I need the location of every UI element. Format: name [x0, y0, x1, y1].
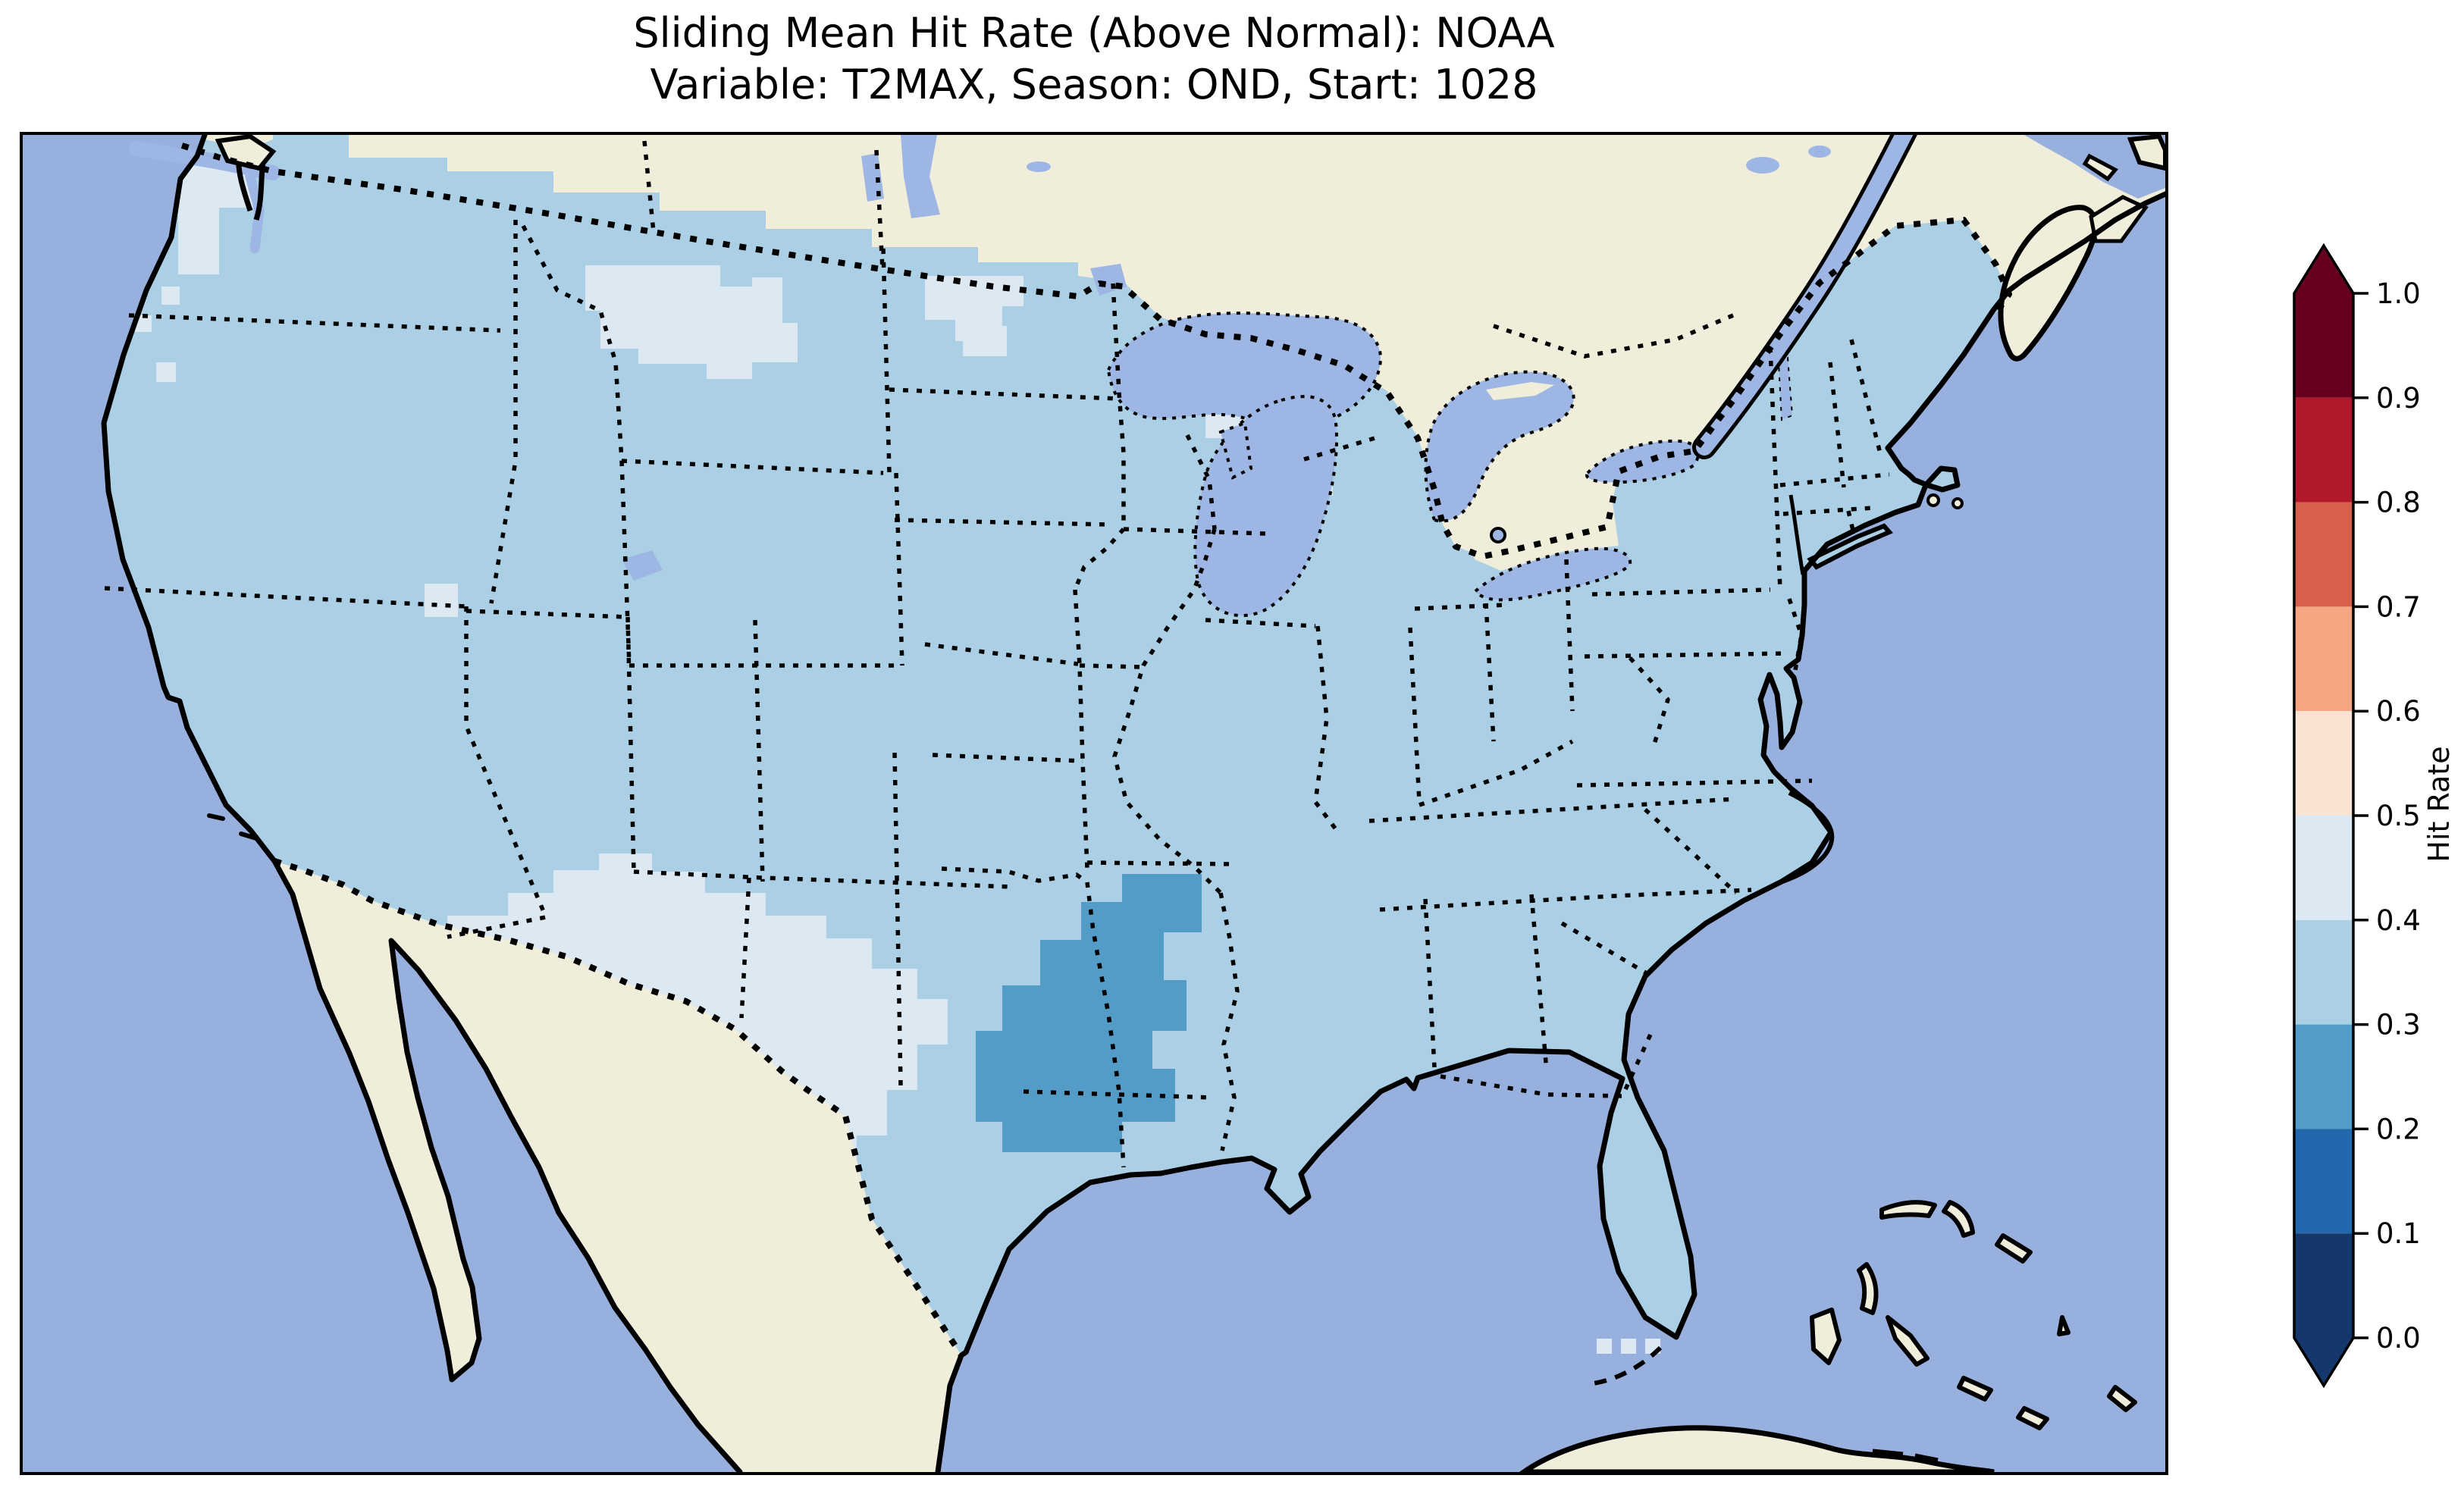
lake-winnipeg — [901, 135, 940, 218]
lake-huron — [1424, 370, 1575, 523]
light-patch-north-dakota — [925, 276, 1024, 356]
colorbar-tick-marks — [2353, 292, 2368, 1339]
great-salt-lake — [622, 550, 663, 581]
colorbar-under-arrow — [2294, 1338, 2353, 1386]
manitoulin-island — [1486, 382, 1554, 400]
lake-st-clair — [1490, 527, 1506, 543]
colorbar-tick-label: 0.3 — [2376, 1009, 2421, 1041]
colorbar-axis-label: Hit Rate — [2422, 746, 2456, 862]
colorbar-segment — [2294, 606, 2353, 712]
pacific-mexico-coastline — [101, 135, 743, 1472]
lake-erie — [1473, 547, 1632, 602]
long-island — [1807, 523, 1893, 570]
colorbar-tick-label: 0.1 — [2376, 1217, 2421, 1250]
green-bay — [1218, 421, 1253, 480]
quebec-lake-2 — [1808, 146, 1831, 158]
newfoundland-corner-island — [2127, 135, 2165, 171]
colorbar-tick-label: 0.8 — [2376, 487, 2421, 519]
hudson-river — [1788, 494, 1805, 575]
st-lawrence-river — [1692, 135, 1917, 459]
nantucket — [1951, 497, 1964, 509]
coastlines — [101, 135, 2165, 1472]
colorbar-segment — [2294, 1129, 2353, 1234]
colorbar-segment — [2294, 816, 2353, 920]
canada-lake-west — [1027, 161, 1051, 172]
figure-title-line1: Sliding Mean Hit Rate (Above Normal): NO… — [633, 9, 1555, 57]
map-axes — [20, 132, 2168, 1475]
quebec-lake-1 — [1746, 157, 1779, 174]
colorbar-tick-labels: 1.0 0.9 0.8 0.7 0.6 0.5 0.4 0.3 0.2 0.1 … — [2376, 277, 2421, 1355]
colorbar-tick-label: 0.6 — [2376, 695, 2421, 728]
colorbar-segment — [2294, 502, 2353, 607]
colorbar: 1.0 0.9 0.8 0.7 0.6 0.5 0.4 0.3 0.2 0.1 … — [2293, 243, 2456, 1389]
light-cells-south-of-florida — [1597, 1339, 1660, 1354]
colorbar-tick-label: 0.5 — [2376, 800, 2421, 832]
colorbar-tick-label: 0.4 — [2376, 904, 2421, 937]
lakes — [622, 135, 1831, 618]
state-borders — [104, 140, 1890, 1168]
gulf-atlantic-coastline — [935, 191, 2165, 1472]
colorbar-tick-label: 0.9 — [2376, 382, 2421, 415]
colorbar-tick-label: 1.0 — [2376, 277, 2421, 310]
us-mexico-border — [273, 858, 964, 1358]
lake-ontario — [1585, 439, 1700, 484]
marthas-vineyard — [1926, 493, 1940, 507]
us-hit-rate-map — [23, 135, 2165, 1472]
colorbar-segment — [2294, 293, 2353, 398]
channel-islands — [207, 813, 259, 841]
cuba — [1519, 1425, 1995, 1472]
colorbar-tick-label: 0.0 — [2376, 1322, 2421, 1355]
us-data-dark-bin-patch — [976, 874, 1202, 1152]
light-patch-montana — [585, 265, 798, 379]
colorbar-segment — [2294, 1233, 2353, 1338]
gulf-island-sliver — [2082, 153, 2118, 182]
colorbar-segment — [2294, 397, 2353, 503]
florida-keys — [1588, 1345, 1663, 1386]
colorbar-segment — [2294, 1024, 2353, 1129]
colorbar-tick-label: 0.2 — [2376, 1113, 2421, 1145]
colorbar-segment — [2294, 711, 2353, 816]
lake-champlain — [1777, 356, 1794, 421]
figure-title: Sliding Mean Hit Rate (Above Normal): NO… — [23, 8, 2165, 110]
bahamas-islands — [1810, 1200, 2137, 1430]
figure-title-line2: Variable: T2MAX, Season: OND, Start: 102… — [650, 60, 1538, 108]
cuba-keys — [1872, 1449, 1939, 1462]
national-borders — [180, 143, 2012, 1358]
lake-superior — [1106, 312, 1382, 426]
colorbar-over-arrow — [2294, 246, 2353, 293]
colorbar-segment — [2294, 919, 2353, 1025]
colorbar-tick-label: 0.7 — [2376, 590, 2421, 623]
